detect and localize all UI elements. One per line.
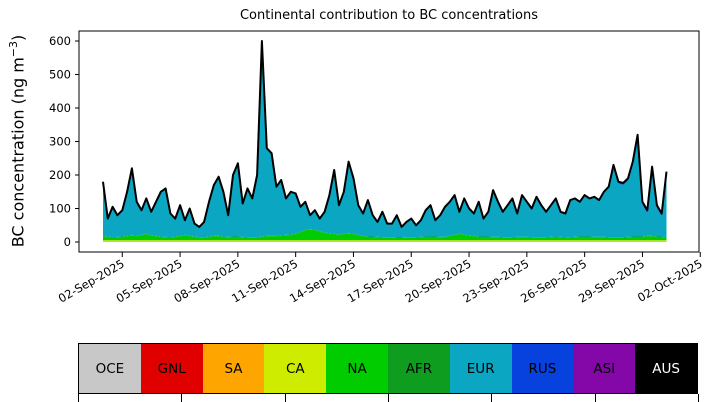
- legend-axis-tick: [78, 394, 79, 402]
- legend-item-label: AFR: [405, 360, 433, 377]
- legend-item-label: SA: [224, 360, 243, 377]
- legend-item-AUS: AUS: [635, 344, 697, 393]
- legend-item-label: GNL: [157, 360, 186, 377]
- legend-item-CA: CA: [264, 344, 327, 393]
- legend-item-AFR: AFR: [387, 344, 450, 393]
- y-tick-label: 100: [49, 202, 71, 216]
- legend-axis-tick: [491, 394, 493, 402]
- legend-axis-tick: [388, 394, 389, 402]
- x-tick-label: 02-Oct-2025: [635, 256, 705, 304]
- legend-item-RUS: RUS: [511, 344, 574, 393]
- legend: OCE GNL SA CA NA AFR EUR RUS ASI AUS: [78, 343, 698, 394]
- legend-axis-tick: [284, 394, 286, 402]
- y-tick-label: 600: [49, 34, 71, 48]
- legend-item-label: AUS: [652, 360, 680, 377]
- y-tick-label: 0: [64, 235, 71, 249]
- y-tick-label: 300: [49, 135, 71, 149]
- legend-axis-ticks: [78, 393, 699, 402]
- area-NA: [103, 229, 667, 241]
- legend-item-label: EUR: [466, 360, 495, 377]
- legend-axis-tick: [698, 394, 699, 402]
- x-tick-label: 29-Sep-2025: [576, 256, 647, 305]
- plot-svg: 010020030040050060002-Sep-202505-Sep-202…: [49, 30, 705, 306]
- legend-item-label: RUS: [528, 360, 557, 377]
- y-tick-label: 200: [49, 168, 71, 182]
- legend-item-label: NA: [347, 360, 367, 377]
- legend-item-OCE: OCE: [79, 344, 141, 393]
- legend-item-GNL: GNL: [140, 344, 203, 393]
- total-bc-line: [102, 40, 668, 228]
- legend-item-label: ASI: [593, 360, 616, 377]
- chart-title: Continental contribution to BC concentra…: [239, 8, 539, 23]
- area-EUR: [103, 41, 667, 238]
- legend-item-ASI: ASI: [573, 344, 636, 393]
- legend-axis-tick: [594, 394, 596, 402]
- legend-item-NA: NA: [326, 344, 388, 393]
- area-AFR: [103, 229, 667, 238]
- y-tick-label: 400: [49, 101, 71, 115]
- y-tick-label: 500: [49, 68, 71, 82]
- legend-item-label: OCE: [95, 360, 125, 377]
- legend-item-label: CA: [285, 360, 305, 377]
- legend-item-EUR: EUR: [449, 344, 512, 393]
- legend-axis-tick: [181, 394, 183, 402]
- area-CA: [103, 240, 667, 242]
- legend-item-SA: SA: [202, 344, 265, 393]
